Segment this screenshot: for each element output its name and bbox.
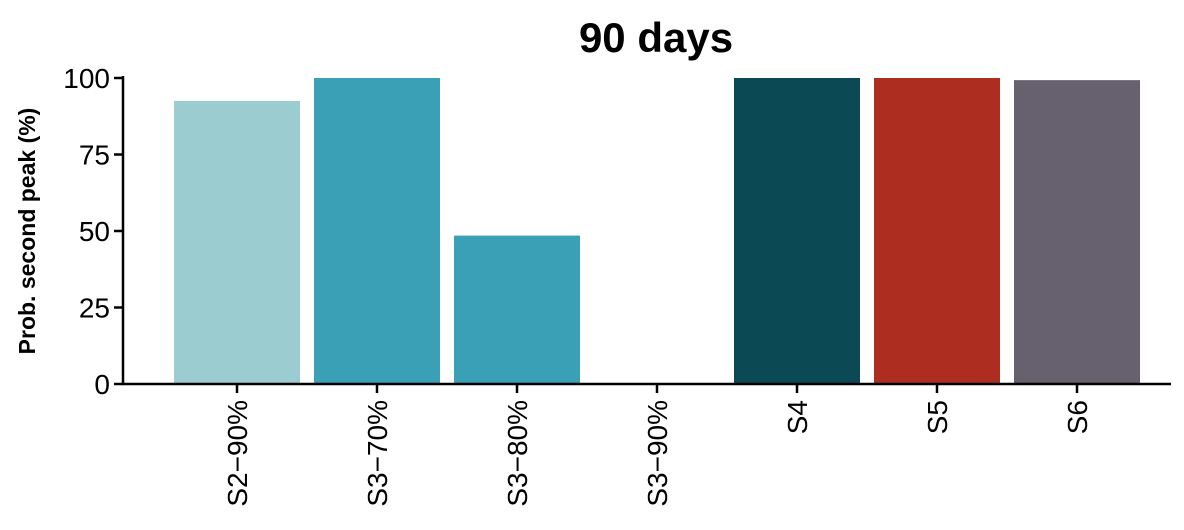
x-ticks-group: S2−90% S3−70% S3−80% S3−90% S4 S5 S6 [222, 384, 1093, 507]
bars-group [174, 78, 1140, 384]
x-tick-label-5: S5 [922, 400, 953, 434]
y-tick-label-4: 100 [63, 63, 110, 94]
x-tick-label-4: S4 [782, 400, 813, 434]
y-tick-label-3: 75 [79, 140, 110, 171]
bar-5 [874, 78, 1000, 384]
y-tick-label-0: 0 [94, 369, 110, 400]
bar-2 [454, 235, 580, 384]
y-tick-label-1: 25 [79, 293, 110, 324]
x-tick-label-1: S3−70% [362, 400, 393, 507]
chart-title: 90 days [579, 14, 733, 61]
y-tick-label-2: 50 [79, 216, 110, 247]
bar-1 [314, 78, 440, 384]
bar-6 [1014, 80, 1140, 384]
x-tick-label-3: S3−90% [642, 400, 673, 507]
bar-0 [174, 100, 300, 384]
x-tick-label-6: S6 [1062, 400, 1093, 434]
bar-4 [734, 78, 860, 384]
x-tick-label-2: S3−80% [502, 400, 533, 507]
y-axis-label: Prob. second peak (%) [14, 108, 40, 355]
y-ticks-group: 0 25 50 75 100 [63, 63, 123, 400]
x-tick-label-0: S2−90% [222, 400, 253, 507]
